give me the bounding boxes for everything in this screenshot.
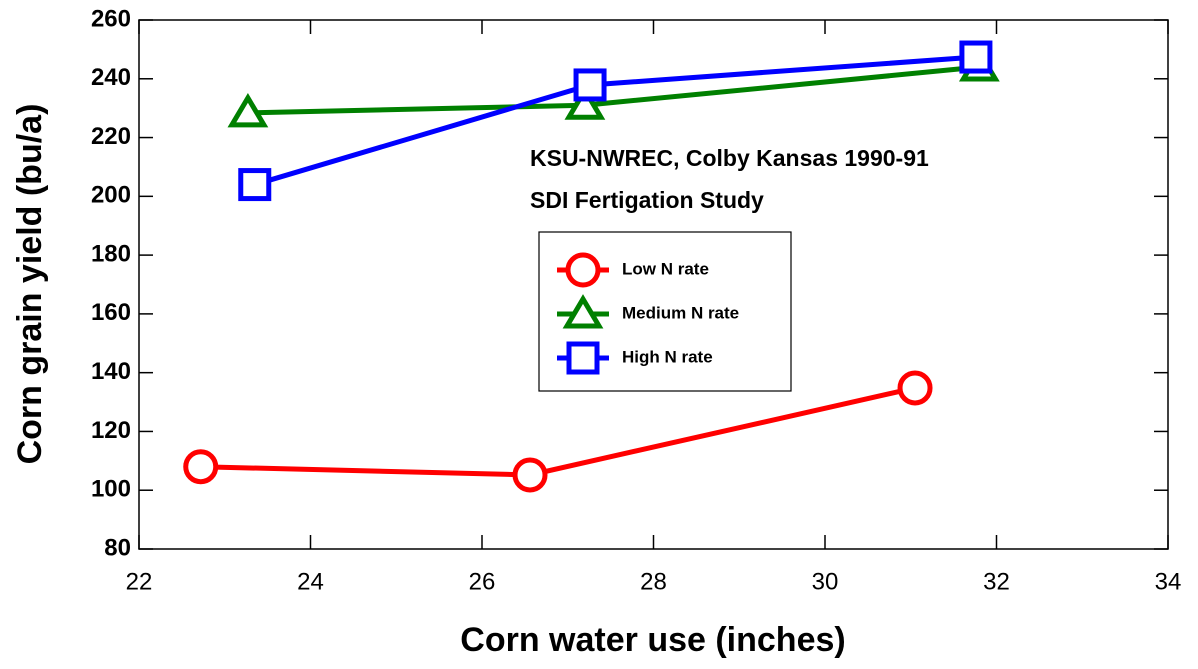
x-axis-label: Corn water use (inches) <box>460 621 845 659</box>
data-point <box>959 40 993 74</box>
y-tick-label: 160 <box>91 299 131 326</box>
series-line <box>247 64 980 116</box>
x-tick-label: 30 <box>812 568 839 595</box>
legend-label: Medium N rate <box>622 303 739 322</box>
x-tick-label: 22 <box>126 568 153 595</box>
legend-label: High N rate <box>622 347 713 366</box>
data-point <box>512 457 548 493</box>
y-axis-label: Corn grain yield (bu/a) <box>11 104 49 465</box>
x-tick-label: 32 <box>983 568 1010 595</box>
y-tick-label: 140 <box>91 358 131 385</box>
x-tick-label: 34 <box>1155 568 1182 595</box>
legend-marker <box>566 341 600 375</box>
y-tick-label: 120 <box>91 417 131 444</box>
y-tick-label: 180 <box>91 240 131 267</box>
data-point <box>897 370 933 406</box>
legend-marker <box>562 294 604 329</box>
data-point <box>227 92 269 128</box>
data-point <box>183 449 219 485</box>
annotation: SDI Fertigation Study <box>530 187 764 213</box>
y-tick-label: 80 <box>104 534 131 561</box>
data-point <box>564 85 606 120</box>
x-tick-label: 28 <box>640 568 667 595</box>
x-tick-label: 24 <box>297 568 324 595</box>
series-line <box>200 385 916 478</box>
y-tick-label: 100 <box>91 476 131 503</box>
data-point <box>573 68 607 102</box>
legend-label: Low N rate <box>622 259 709 278</box>
x-tick-label: 26 <box>469 568 496 595</box>
data-point <box>238 168 272 202</box>
legend-marker <box>565 252 601 288</box>
y-tick-label: 240 <box>91 64 131 91</box>
y-tick-label: 200 <box>91 182 131 209</box>
y-tick-label: 220 <box>91 123 131 150</box>
y-tick-label: 260 <box>91 5 131 32</box>
annotation: KSU-NWREC, Colby Kansas 1990-91 <box>530 145 929 171</box>
